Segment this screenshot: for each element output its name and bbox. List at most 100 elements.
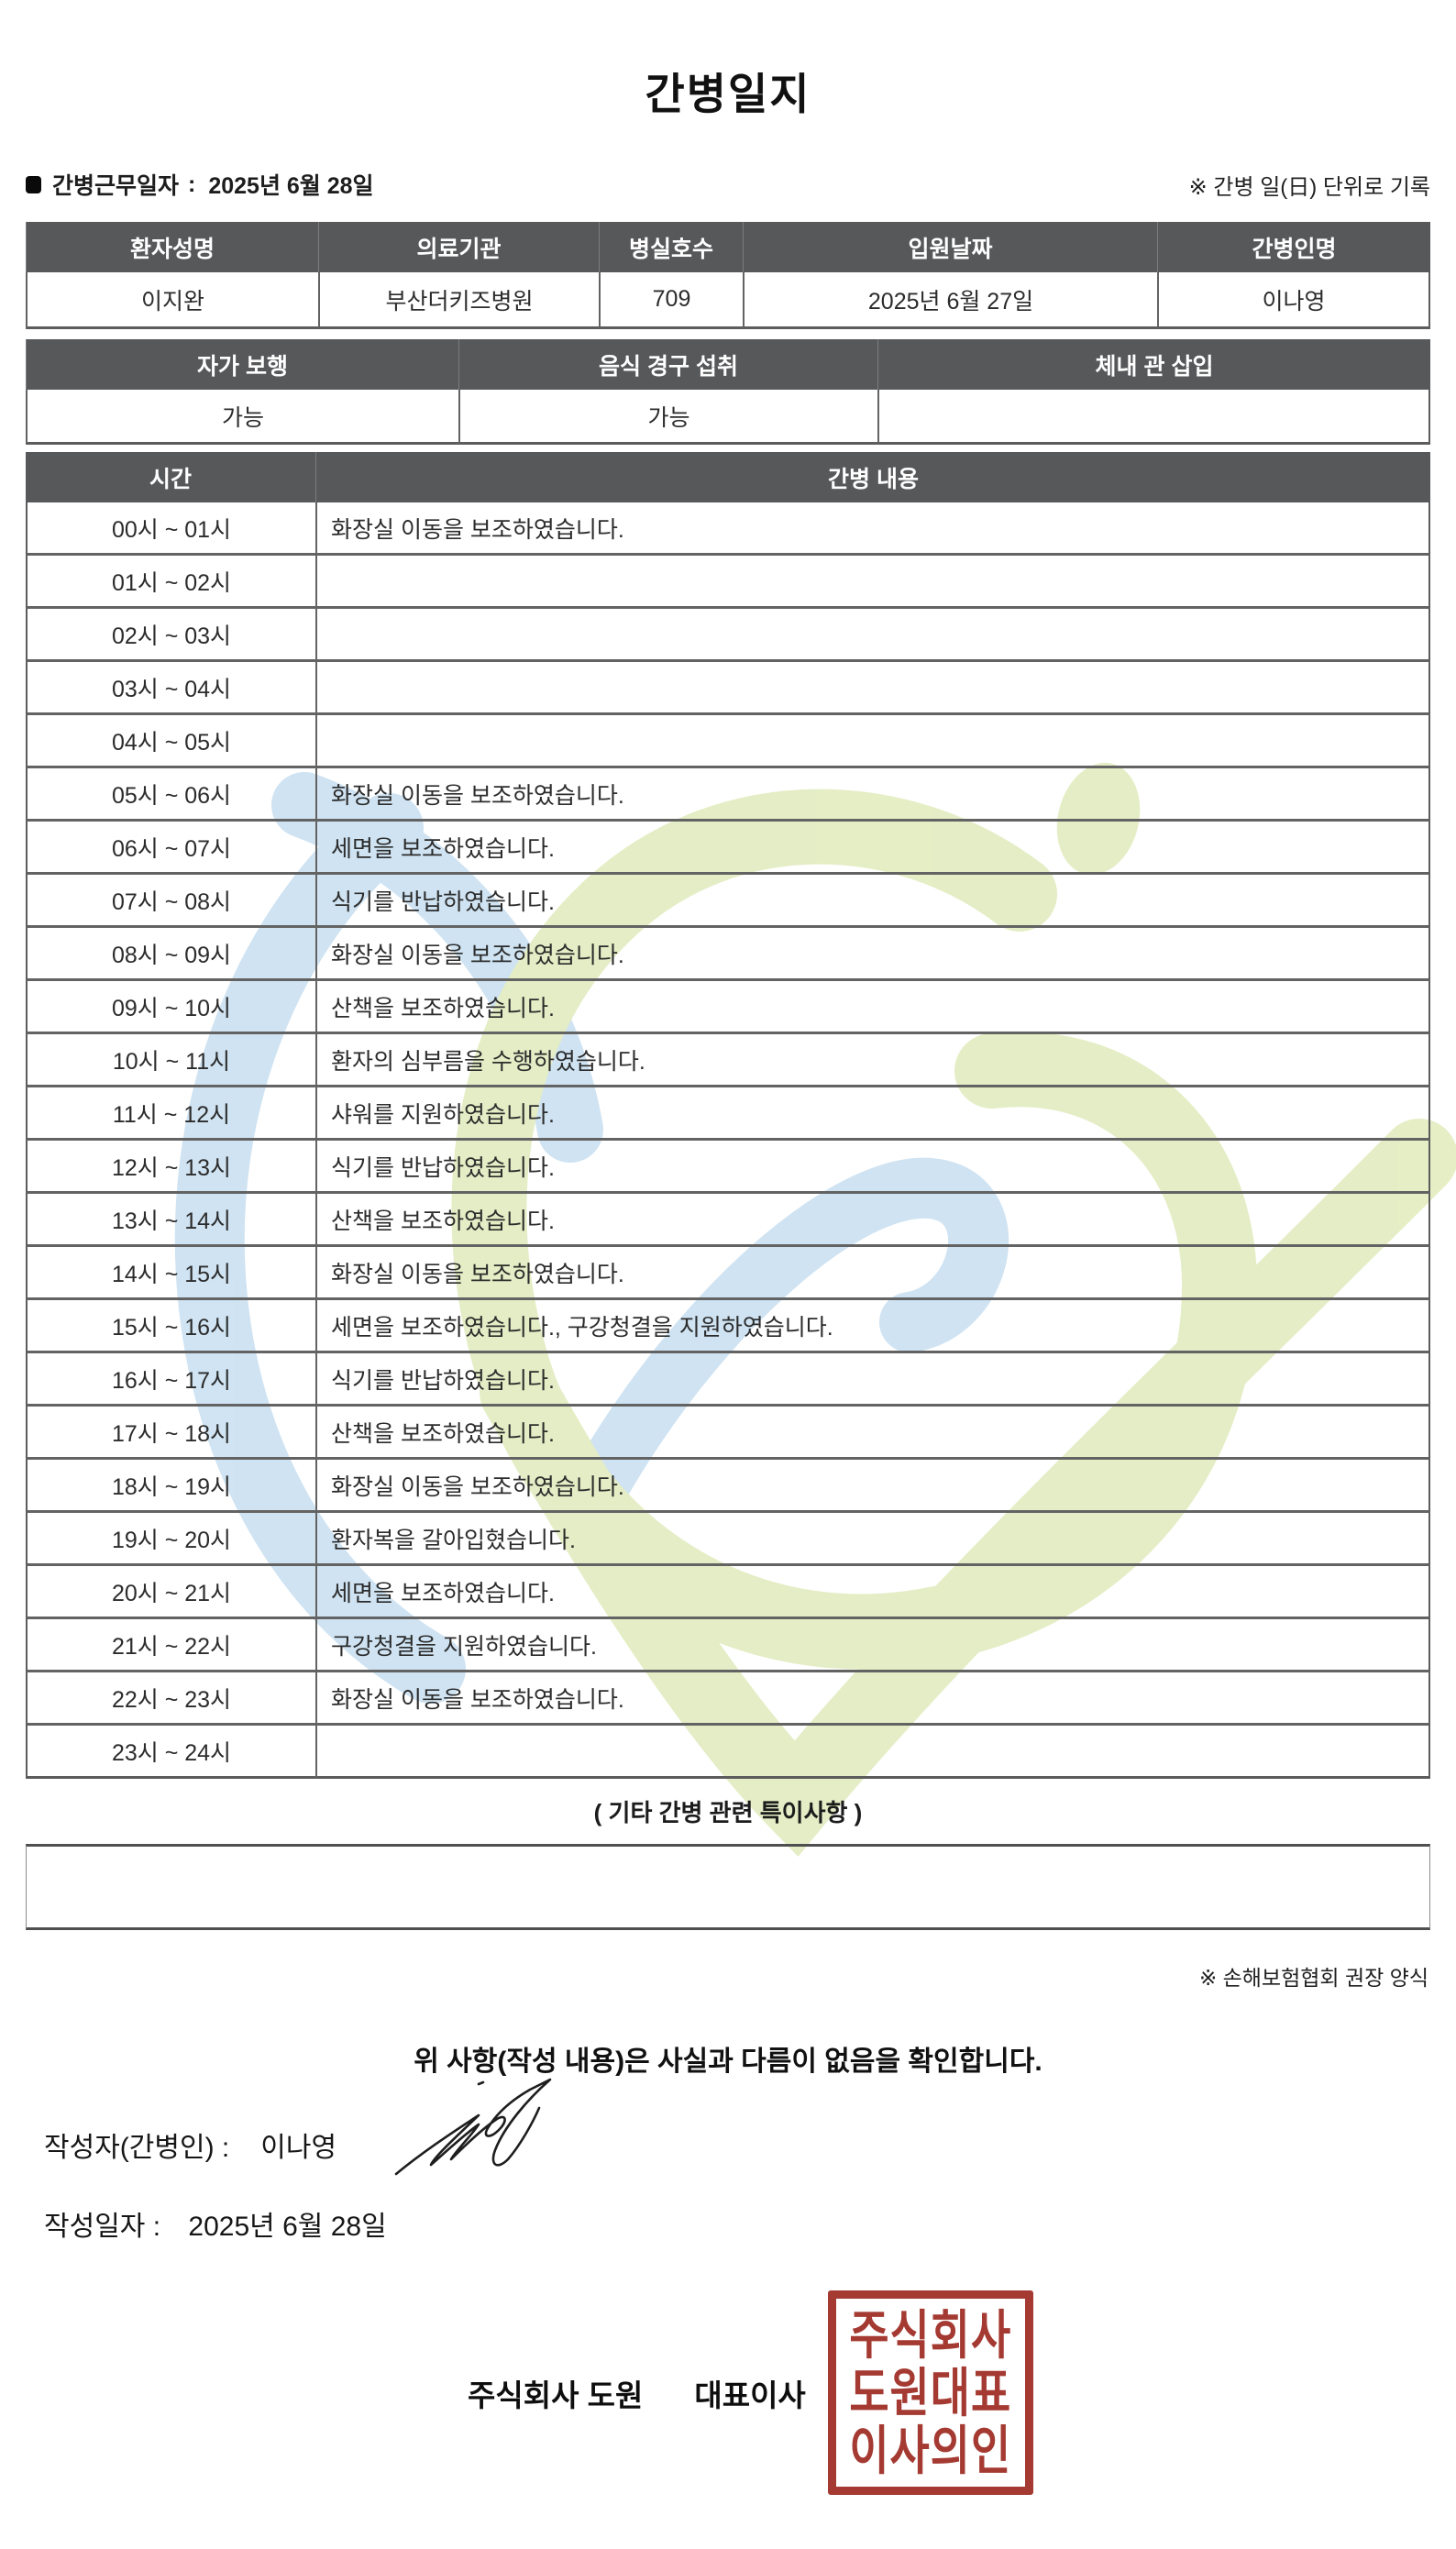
notes-heading: ( 기타 간병 관련 특이사항 ) [593, 1799, 863, 1826]
patient-info-column-header: 의료기관 [318, 222, 599, 272]
patient-info-column-header: 환자성명 [26, 222, 318, 272]
patient-status-cell [877, 390, 1430, 445]
care-log-content-cell: 식기를 반납하였습니다. [315, 875, 1430, 928]
company-line: 주식회사 도원 대표이사 [468, 2371, 806, 2415]
care-log-content-cell: 화장실 이동을 보조하였습니다. [315, 1672, 1430, 1726]
corporate-seal-stamp: 주식회사 도원대표 이사의인 [827, 2290, 1033, 2495]
patient-info-cell: 709 [599, 272, 743, 329]
care-work-date-line: 간병근무일자 : 2025년 6월 28일 [26, 168, 374, 201]
document-content: 간병일지 간병근무일자 : 2025년 6월 28일 ※ 간병 일(日) 단위로… [26, 70, 1456, 2495]
care-log-content-cell: 화장실 이동을 보조하였습니다. [315, 1460, 1430, 1513]
care-log-row: 04시 ~ 05시 [26, 715, 1430, 768]
form-note: ※ 손해보험협회 권장 양식 [1198, 1966, 1428, 1990]
care-log-content-cell: 화장실 이동을 보조하였습니다. [315, 502, 1430, 556]
care-log-time-cell: 17시 ~ 18시 [26, 1407, 315, 1460]
patient-info-cell: 이나영 [1157, 272, 1430, 329]
care-log-time-cell: 02시 ~ 03시 [26, 609, 315, 662]
care-log-content-cell: 화장실 이동을 보조하였습니다. [315, 768, 1430, 822]
company-name: 주식회사 도원 [468, 2378, 644, 2412]
care-log-row: 15시 ~ 16시 세면을 보조하였습니다., 구강청결을 지원하였습니다. [26, 1300, 1430, 1353]
seal-text-row: 이사의인 [849, 2421, 1012, 2480]
confirmation-statement: 위 사항(작성 내용)은 사실과 다름이 없음을 확인합니다. [414, 2047, 1042, 2077]
care-log-table: 시간 간병 내용 00시 ~ 01시 화장실 이동을 보조하였습니다. 01시 … [26, 452, 1430, 1779]
handwritten-signature [394, 2078, 552, 2176]
care-log-row: 00시 ~ 01시 화장실 이동을 보조하였습니다. [26, 502, 1430, 556]
care-log-row: 14시 ~ 15시 화장실 이동을 보조하였습니다. [26, 1247, 1430, 1300]
care-work-date-label: 간병근무일자 [52, 173, 180, 199]
patient-info-column-header: 입원날짜 [743, 222, 1157, 272]
care-log-row: 13시 ~ 14시 산책을 보조하였습니다. [26, 1194, 1430, 1247]
care-log-content-cell: 세면을 보조하였습니다., 구강청결을 지원하였습니다. [315, 1300, 1430, 1353]
care-work-date-separator: : [188, 171, 196, 197]
patient-info-column-header: 간병인명 [1157, 222, 1430, 272]
write-date-row: 작성일자 : 2025년 6월 28일 [44, 2203, 1456, 2244]
patient-status-column-header: 체내 관 삽입 [877, 339, 1430, 390]
care-log-time-cell: 05시 ~ 06시 [26, 768, 315, 822]
write-date-label: 작성일자 : [44, 2212, 161, 2242]
patient-status-value-row: 가능 가능 [26, 390, 1430, 445]
care-log-row: 20시 ~ 21시 세면을 보조하였습니다. [26, 1566, 1430, 1619]
writer-label: 작성자(간병인) : [44, 2133, 230, 2163]
notes-box [26, 1844, 1430, 1930]
care-log-content-cell: 식기를 반납하였습니다. [315, 1353, 1430, 1407]
care-log-time-cell: 16시 ~ 17시 [26, 1353, 315, 1407]
care-log-row: 03시 ~ 04시 [26, 662, 1430, 715]
care-log-row: 06시 ~ 07시 세면을 보조하였습니다. [26, 822, 1430, 875]
care-log-header-row: 시간 간병 내용 [26, 452, 1430, 502]
patient-status-cell: 가능 [26, 390, 458, 445]
care-log-row: 02시 ~ 03시 [26, 609, 1430, 662]
company-block: 주식회사 도원 대표이사 주식회사 도원대표 이사의인 [468, 2290, 1033, 2495]
care-log-time-cell: 20시 ~ 21시 [26, 1566, 315, 1619]
care-log-content-cell: 식기를 반납하였습니다. [315, 1141, 1430, 1194]
page-title: 간병일지 [645, 70, 811, 118]
care-log-time-header: 시간 [26, 452, 315, 502]
care-log-time-cell: 14시 ~ 15시 [26, 1247, 315, 1300]
care-log-row: 11시 ~ 12시 샤워를 지원하였습니다. [26, 1087, 1430, 1141]
care-log-row: 22시 ~ 23시 화장실 이동을 보조하였습니다. [26, 1672, 1430, 1726]
care-log-time-cell: 08시 ~ 09시 [26, 928, 315, 981]
writer-row: 작성자(간병인) : 이나영 [44, 2078, 1456, 2176]
writer-name: 이나영 [260, 2133, 337, 2163]
care-log-row: 19시 ~ 20시 환자복을 갈아입혔습니다. [26, 1513, 1430, 1566]
care-log-row: 07시 ~ 08시 식기를 반납하였습니다. [26, 875, 1430, 928]
seal-text-row: 주식회사 [849, 2305, 1012, 2365]
care-log-row: 23시 ~ 24시 [26, 1726, 1430, 1779]
care-log-content-cell [315, 715, 1430, 768]
care-log-time-cell: 19시 ~ 20시 [26, 1513, 315, 1566]
patient-status-column-header: 자가 보행 [26, 339, 458, 390]
care-log-body: 00시 ~ 01시 화장실 이동을 보조하였습니다. 01시 ~ 02시 02시… [26, 502, 1430, 1779]
care-log-content-cell: 세면을 보조하였습니다. [315, 1566, 1430, 1619]
care-log-time-cell: 15시 ~ 16시 [26, 1300, 315, 1353]
care-log-time-cell: 10시 ~ 11시 [26, 1034, 315, 1087]
patient-info-cell: 2025년 6월 27일 [743, 272, 1157, 329]
care-log-time-cell: 11시 ~ 12시 [26, 1087, 315, 1141]
care-log-time-cell: 03시 ~ 04시 [26, 662, 315, 715]
care-log-time-cell: 01시 ~ 02시 [26, 556, 315, 609]
care-log-time-cell: 09시 ~ 10시 [26, 981, 315, 1034]
care-log-content-cell: 화장실 이동을 보조하였습니다. [315, 928, 1430, 981]
care-log-time-cell: 22시 ~ 23시 [26, 1672, 315, 1726]
patient-info-header-row: 환자성명 의료기관 병실호수 입원날짜 간병인명 [26, 222, 1430, 272]
care-log-row: 10시 ~ 11시 환자의 심부름을 수행하였습니다. [26, 1034, 1430, 1087]
patient-info-value-row: 이지완 부산더키즈병원 709 2025년 6월 27일 이나영 [26, 272, 1430, 329]
patient-status-header-row: 자가 보행 음식 경구 섭취 체내 관 삽입 [26, 339, 1430, 390]
patient-info-column-header: 병실호수 [599, 222, 743, 272]
patient-status-table: 자가 보행 음식 경구 섭취 체내 관 삽입 가능 가능 [26, 339, 1430, 445]
ceo-title: 대표이사 [694, 2378, 806, 2412]
care-log-row: 09시 ~ 10시 산책을 보조하였습니다. [26, 981, 1430, 1034]
care-log-row: 16시 ~ 17시 식기를 반납하였습니다. [26, 1353, 1430, 1407]
care-log-time-cell: 13시 ~ 14시 [26, 1194, 315, 1247]
care-log-content-cell [315, 662, 1430, 715]
care-log-row: 21시 ~ 22시 구강청결을 지원하였습니다. [26, 1619, 1430, 1672]
care-log-content-cell: 샤워를 지원하였습니다. [315, 1087, 1430, 1141]
care-log-content-header: 간병 내용 [315, 452, 1430, 502]
care-log-content-cell: 산책을 보조하였습니다. [315, 1407, 1430, 1460]
care-log-content-cell: 환자복을 갈아입혔습니다. [315, 1513, 1430, 1566]
care-log-row: 08시 ~ 09시 화장실 이동을 보조하였습니다. [26, 928, 1430, 981]
care-log-row: 05시 ~ 06시 화장실 이동을 보조하였습니다. [26, 768, 1430, 822]
care-log-content-cell: 환자의 심부름을 수행하였습니다. [315, 1034, 1430, 1087]
care-log-row: 17시 ~ 18시 산책을 보조하였습니다. [26, 1407, 1430, 1460]
care-log-content-cell [315, 609, 1430, 662]
care-log-content-cell: 세면을 보조하였습니다. [315, 822, 1430, 875]
care-log-content-cell: 구강청결을 지원하였습니다. [315, 1619, 1430, 1672]
